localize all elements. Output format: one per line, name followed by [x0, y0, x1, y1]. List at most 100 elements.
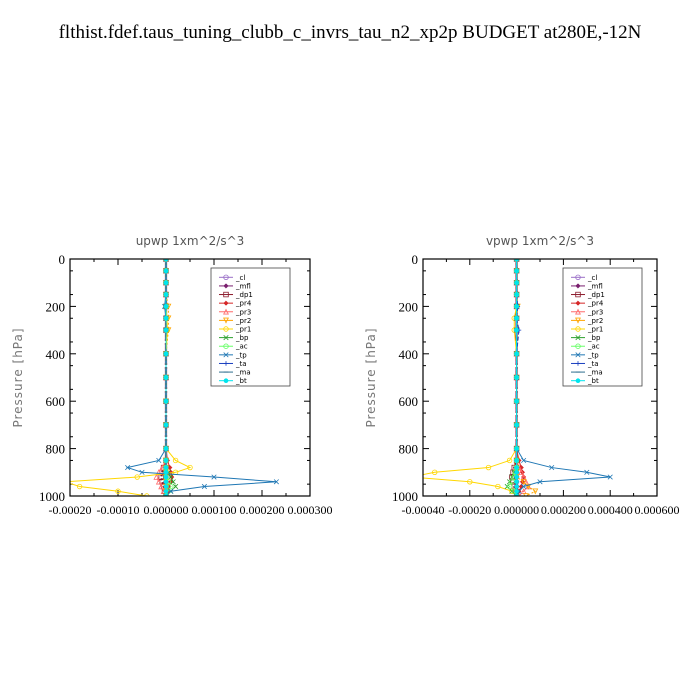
plot-2-point-bt	[514, 474, 519, 480]
plot-1-point-bt	[163, 304, 169, 309]
plot-1-legend-label: _ta	[235, 360, 247, 368]
plot-1-legend-label: _ma	[235, 369, 251, 377]
plot-1-legend-box	[210, 267, 291, 387]
figure-title: flthist.fdef.taus_tuning_clubb_c_invrs_t…	[58, 22, 642, 43]
plot-2-point-bt	[514, 470, 519, 475]
plot-2-point-pr2	[532, 488, 539, 495]
plot-1-point-bt	[163, 315, 169, 321]
plot-1-point-bt	[163, 446, 169, 451]
plot-2-legend-label: _pr3	[587, 308, 603, 316]
plot-2-point-bt	[514, 398, 519, 404]
plot-2-point-bt	[514, 465, 519, 470]
plot-2-legend-box	[562, 267, 643, 387]
plot-1-point-bp	[170, 479, 176, 485]
plot-2-point-bt	[514, 484, 519, 489]
plot-1-point-tp	[125, 464, 131, 471]
plot-2-point-bt	[514, 375, 519, 380]
plot-2-point-tp	[549, 464, 555, 471]
plot-2-frame	[422, 258, 658, 497]
plot-1-legend-label: _bt	[235, 377, 247, 385]
plot-1-legend-label: _pr2	[235, 317, 251, 325]
plot-2-point-tp	[521, 457, 527, 464]
plot-1-point-pr3	[158, 483, 165, 490]
plot-2-legend-marker	[575, 361, 581, 366]
plot-1-point-bp	[168, 474, 174, 480]
plot-2-legend-label: _tp	[587, 351, 599, 359]
plot-1-point-bp	[173, 483, 179, 490]
plot-2-legend-label: _cl	[587, 274, 597, 282]
plot-1-point-bt	[163, 422, 169, 428]
plot-2-point-pr2	[525, 483, 532, 490]
plot-1-point-bt	[163, 292, 169, 297]
plot-1-ytick-label: 1000	[39, 489, 65, 504]
plot-1-point-bt	[163, 470, 169, 475]
plot-1-title: upwp 1xm^2/s^3	[136, 234, 245, 248]
plot-1-legend-marker	[223, 274, 229, 281]
plot-1-xtick-label: 0.000000	[144, 503, 189, 517]
plot-2-legend-label: _pr4	[587, 300, 604, 308]
plot-2-ytick-label: 600	[399, 394, 419, 409]
plot-2-legend-marker	[575, 352, 581, 358]
plot-1-point-pr1	[115, 488, 121, 494]
plot-1-xtick-label: -0.00010	[97, 503, 140, 517]
plot-1-point-tp	[139, 469, 145, 475]
plot-2-legend-marker	[575, 343, 581, 349]
plot-2-point-pr1	[409, 475, 414, 480]
plot-1-xtick-label: 0.000100	[192, 503, 237, 517]
plot-1-legend-label: _bp	[235, 334, 249, 342]
plot-2: vpwp 1xm^2/s^3 Pressure [hPa] 0 200 400 600 80…	[364, 234, 680, 517]
plot-2-point-pr1	[485, 464, 492, 471]
plot-2-legend-label: _ta	[587, 360, 599, 368]
plot-2-point-pr2	[520, 479, 527, 485]
plot-2-point-bt	[514, 446, 519, 451]
plot-2-legend-label: _bt	[587, 377, 599, 385]
plot-1-frame	[69, 258, 311, 497]
plot-2-ytick-label: 400	[399, 347, 419, 362]
plot-1-legend-marker	[223, 335, 229, 341]
plot-1-legend-label: _ac	[235, 343, 248, 351]
plot-1-ytick-label: 0	[59, 252, 66, 267]
plot-1-point-pr1	[63, 479, 68, 484]
plot-1: upwp 1xm^2/s^3 Pressure [hPa] 0 200 400 600 80…	[11, 234, 333, 517]
plot-1-legend-marker	[223, 291, 229, 298]
plot-2-point-bt	[514, 327, 519, 333]
plot-2-point-ac	[506, 483, 513, 490]
plot-1-legend-marker	[223, 326, 229, 332]
plot-2-legend-marker	[575, 326, 581, 332]
plot-1-legend-marker	[223, 308, 229, 315]
plot-1-legend-marker	[223, 300, 229, 306]
plot-1-point-bt	[163, 479, 169, 485]
plot-1-ytick-label: 800	[46, 442, 66, 457]
plot-1-ylabel: Pressure [hPa]	[11, 327, 25, 427]
plot-2-legend-marker	[575, 308, 581, 315]
plot-1-legend-marker	[223, 317, 229, 324]
plot-2-legend-marker	[575, 274, 581, 281]
plot-1-point-tp	[211, 474, 217, 480]
plot-1-legend: _cl_mfl_dp1_pr4_pr3_pr2_pr1_bp_ac_tp_ta_…	[210, 267, 291, 387]
plot-1-point-tp	[201, 483, 207, 490]
plot-2-point-bt	[514, 304, 519, 309]
plot-2-point-bt	[514, 422, 519, 428]
plot-1-legend-marker	[223, 352, 229, 358]
plot-1-point-pr1	[134, 474, 140, 480]
plot-1-xtick-label: 0.000200	[240, 503, 285, 517]
plot-1-ytick-label: 200	[46, 299, 66, 314]
plot-2-point-tp	[537, 479, 543, 485]
plot-1-point-pr1	[172, 457, 179, 464]
plot-2-point-pr2	[523, 493, 529, 496]
plot-1-legend-marker	[223, 343, 229, 349]
plot-2-point-bt	[514, 488, 519, 494]
plot-1-legend-marker	[223, 283, 229, 289]
plot-2-point-pr1	[432, 469, 438, 475]
plot-2-legend-label: _pr1	[587, 326, 603, 334]
plot-1-legend-marker	[223, 378, 229, 383]
plot-2-title: vpwp 1xm^2/s^3	[486, 234, 594, 248]
plot-1-point-ac	[168, 483, 174, 490]
plot-2-point-pr1	[467, 479, 473, 485]
plot-2-point-bt	[514, 268, 519, 274]
plot-2-ytick-label: 0	[412, 252, 419, 267]
plot-2-point-pr1	[506, 457, 513, 464]
plot-1-point-tp	[273, 479, 279, 485]
plot-1-point-bt	[163, 351, 169, 357]
plot-2-point-bt	[514, 292, 519, 297]
